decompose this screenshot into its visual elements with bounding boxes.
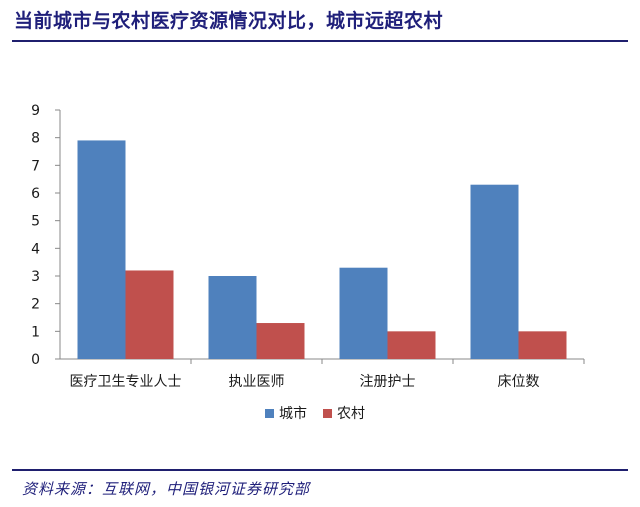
y-tick-label: 5 [31, 214, 40, 230]
bar-city-1 [208, 276, 257, 359]
category-label: 医疗卫生专业人士 [70, 374, 182, 390]
legend-swatch-rural [323, 409, 332, 418]
bar-rural-3 [518, 331, 567, 359]
footer-divider [12, 469, 628, 471]
bar-city-2 [339, 267, 388, 359]
bar-rural-0 [125, 270, 174, 359]
y-tick-label: 8 [31, 131, 40, 147]
y-tick-label: 4 [31, 241, 40, 257]
category-label: 执业医师 [229, 374, 285, 390]
title-divider [12, 40, 628, 42]
bar-rural-1 [256, 323, 305, 359]
chart-bars [77, 140, 567, 359]
y-tick-label: 6 [31, 186, 40, 202]
chart-y-ticks: 0 1 2 3 4 5 6 7 8 9 [31, 103, 60, 368]
bar-chart: 0 1 2 3 4 5 6 7 8 9 医疗卫生专业人士 执业医师 注册护士 床位数 城市 农村 [31, 103, 585, 422]
bar-rural-2 [387, 331, 436, 359]
y-tick-label: 1 [31, 324, 40, 340]
bar-city-3 [470, 184, 519, 359]
source-note: 资料来源：互联网，中国银河证券研究部 [22, 480, 311, 498]
y-tick-label: 7 [31, 158, 40, 174]
y-tick-label: 3 [31, 269, 40, 285]
legend-label-city: 城市 [279, 405, 307, 422]
legend-label-rural: 农村 [337, 406, 365, 422]
legend-swatch-city [265, 409, 274, 418]
page-title: 当前城市与农村医疗资源情况对比，城市远超农村 [14, 10, 444, 32]
chart-x-categories: 医疗卫生专业人士 执业医师 注册护士 床位数 [70, 374, 540, 390]
category-label: 床位数 [498, 374, 540, 390]
y-tick-label: 2 [31, 297, 40, 313]
chart-legend: 城市 农村 [265, 405, 365, 422]
y-tick-label: 9 [31, 103, 40, 119]
y-tick-label: 0 [31, 352, 40, 368]
bar-city-0 [77, 140, 126, 359]
category-label: 注册护士 [360, 374, 416, 390]
